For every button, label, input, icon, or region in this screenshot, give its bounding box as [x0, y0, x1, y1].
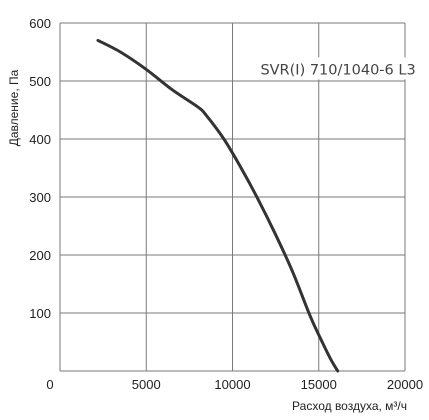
x-tick-label-4: 20000: [387, 377, 423, 392]
x-tick-label-2: 10000: [214, 377, 250, 392]
x-tick-label-1: 5000: [132, 377, 161, 392]
y-tick-label-4: 500: [29, 74, 51, 89]
model-label-background: [256, 57, 420, 80]
y-tick-label-0: 100: [29, 306, 51, 321]
y-tick-label-1: 200: [29, 248, 51, 263]
grid: [59, 22, 406, 372]
y-tick-label-5: 600: [29, 16, 51, 31]
y-axis-title: Давление, Па: [7, 69, 21, 146]
y-tick-label-2: 300: [29, 190, 51, 205]
tick-labels: 100 200 300 400 500 600 0 5000 10000 15000 20000: [29, 16, 423, 392]
y-tick-label-3: 400: [29, 132, 51, 147]
x-axis-title: Расход воздуха, м³/ч: [292, 399, 407, 413]
x-tick-label-0: 0: [46, 377, 53, 392]
series-lines: [96, 38, 340, 373]
model-label: SVR(I) 710/1040-6 L3: [260, 62, 415, 78]
x-tick-label-3: 15000: [301, 377, 337, 392]
series-line-0: [96, 38, 340, 373]
